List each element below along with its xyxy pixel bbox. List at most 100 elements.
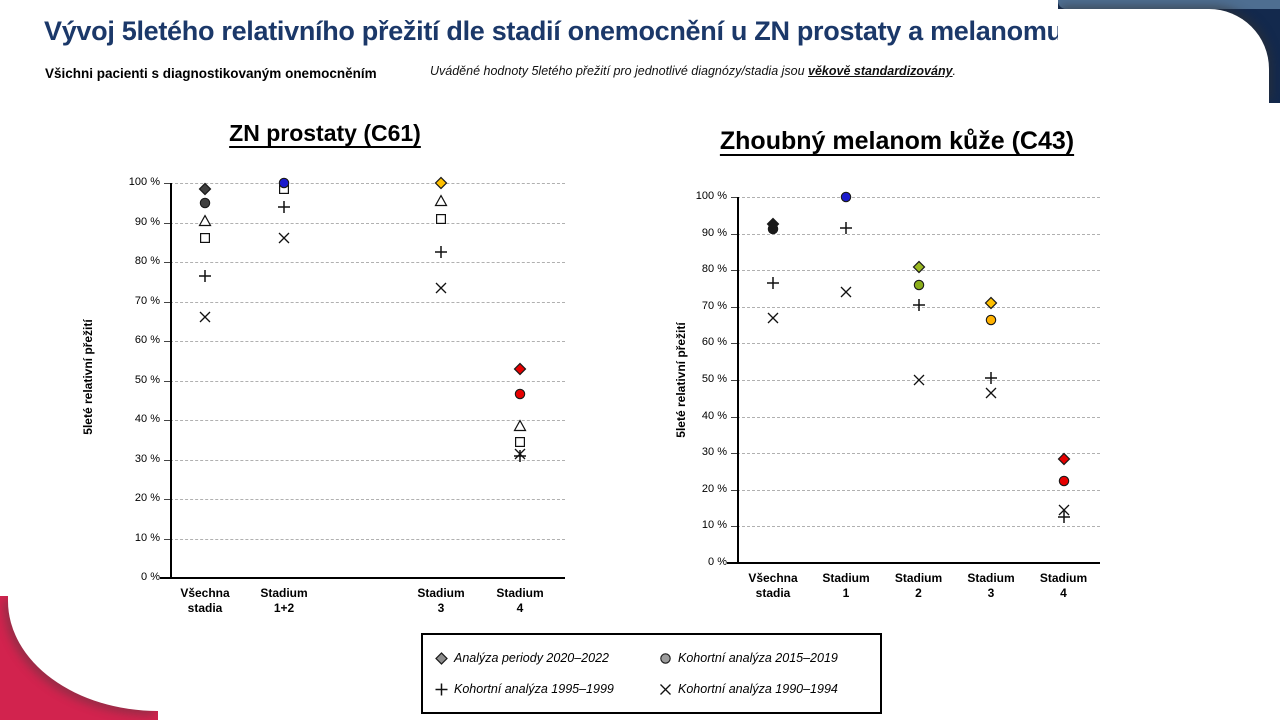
legend-item: Analýza periody 2020–2022 [435,650,609,666]
y-axis-tick-label: 90 % [134,215,160,228]
y-axis-tick-label: 60 % [134,334,160,346]
y-axis-tick-label: 10 % [701,519,727,532]
gridline [737,416,1100,418]
y-axis-tick [731,233,737,235]
x-category-label-line: stadia [755,586,791,600]
data-point-plus [839,221,853,235]
legend-marker-x-icon [659,683,672,696]
x-category-label-line: Stadium [967,571,1015,585]
note-emphasis: věkově standardizovány [808,64,953,78]
y-axis-tick-label: 0 % [708,556,727,568]
y-axis-tick-label: 80 % [701,263,727,276]
y-axis-tick [731,489,737,491]
y-axis-tick [164,380,170,382]
gridline [170,538,565,540]
data-point-diamond [1057,452,1071,466]
x-category-label-line: 3 [987,586,995,600]
gridline [170,420,565,421]
gridline [170,301,565,303]
x-category-label-line: 4 [516,601,524,615]
data-point-square [513,435,527,449]
gridline [737,453,1100,455]
x-category-label-line: Stadium [894,571,943,585]
legend-marker-plus-icon [435,683,448,696]
data-point-plus [277,200,291,214]
data-point-diamond [513,362,527,376]
x-category-label: Stadium 3 [946,571,1036,601]
gridline [170,380,565,382]
gridline [170,183,565,184]
y-axis-tick [731,197,737,198]
y-axis-tick-label: 30 % [701,446,727,459]
x-category-label: Stadium 4 [1019,571,1109,601]
x-category-label-line: Stadium [496,586,544,600]
data-point-diamond [766,217,780,231]
legend-item: Kohortní analýza 2015–2019 [659,650,838,666]
corner-decoration-bottom-left [0,596,158,720]
y-axis-tick-label: 20 % [134,492,160,504]
legend-item: Kohortní analýza 1995–1999 [435,681,614,697]
chart-title: Zhoubný melanom kůže (C43) [719,127,1075,155]
data-point-plus [912,298,926,312]
x-category-label-line: Stadium [417,586,465,600]
y-axis-tick [164,301,170,303]
y-axis-tick-label: 50 % [134,373,160,386]
y-axis-tick [164,262,170,263]
data-point-x [984,386,998,400]
legend-label: Analýza periody 2020–2022 [454,651,609,665]
y-axis-tick [164,420,170,421]
gridline [170,499,565,500]
y-axis-tick [164,341,170,342]
data-point-plus [1057,510,1071,524]
page-subtitle: Všichni pacienti s diagnostikovaným onem… [45,66,377,81]
x-category-label-line: Všechna [180,586,230,600]
chart-legend: Analýza periody 2020–2022 Kohortní analýz… [421,633,882,714]
y-axis-tick-label: 0 % [141,571,160,583]
gridline [737,526,1100,528]
data-point-x [1057,503,1071,517]
data-point-circle [984,313,998,327]
data-point-diamond [198,182,212,196]
note-suffix: . [952,64,957,78]
data-point-diamond [434,176,448,190]
data-point-x [277,231,291,245]
y-axis-tick-label: 40 % [134,413,160,425]
y-axis-tick-label: 80 % [134,255,160,267]
data-point-triangle [513,419,527,433]
y-axis-tick [731,270,737,272]
data-point-plus [434,245,448,259]
data-point-circle [277,176,291,190]
x-category-label-line: 4 [1060,586,1067,600]
y-axis-tick-label: 40 % [701,409,727,422]
data-point-circle [912,278,926,292]
chart-title: ZN prostaty (C61) [229,120,421,146]
y-axis-tick [731,453,737,455]
y-axis-tick-label: 100 % [695,190,727,202]
y-axis-line [737,197,739,563]
data-point-circle [513,387,527,401]
legend-label: Kohortní analýza 2015–2019 [678,651,838,665]
y-axis-tick [731,380,737,381]
y-axis-tick-label: 10 % [134,531,160,544]
x-category-label-line: 3 [437,601,445,615]
x-category-label-line: 2 [915,586,922,600]
legend-label: Kohortní analýza 1990–1994 [678,682,838,696]
y-axis-tick [164,222,170,224]
x-category-label-line: 1 [842,586,850,600]
y-axis-tick-label: 20 % [701,482,727,495]
gridline [170,262,565,263]
y-axis-tick-label: 90 % [701,226,727,239]
legend-marker-circle-icon [659,652,672,665]
x-category-label: Stadium 2 [874,571,964,601]
gridline [737,233,1100,235]
data-point-x [766,311,780,325]
data-point-circle [198,196,212,210]
x-category-label: Stadium 4 [475,586,565,616]
gridline [737,489,1100,491]
data-point-plus [984,371,998,385]
data-point-x [198,310,212,324]
y-axis-tick-label: 50 % [701,373,727,385]
gridline [737,197,1100,198]
y-axis-tick [731,416,737,418]
corner-white-curve [1058,9,1269,103]
